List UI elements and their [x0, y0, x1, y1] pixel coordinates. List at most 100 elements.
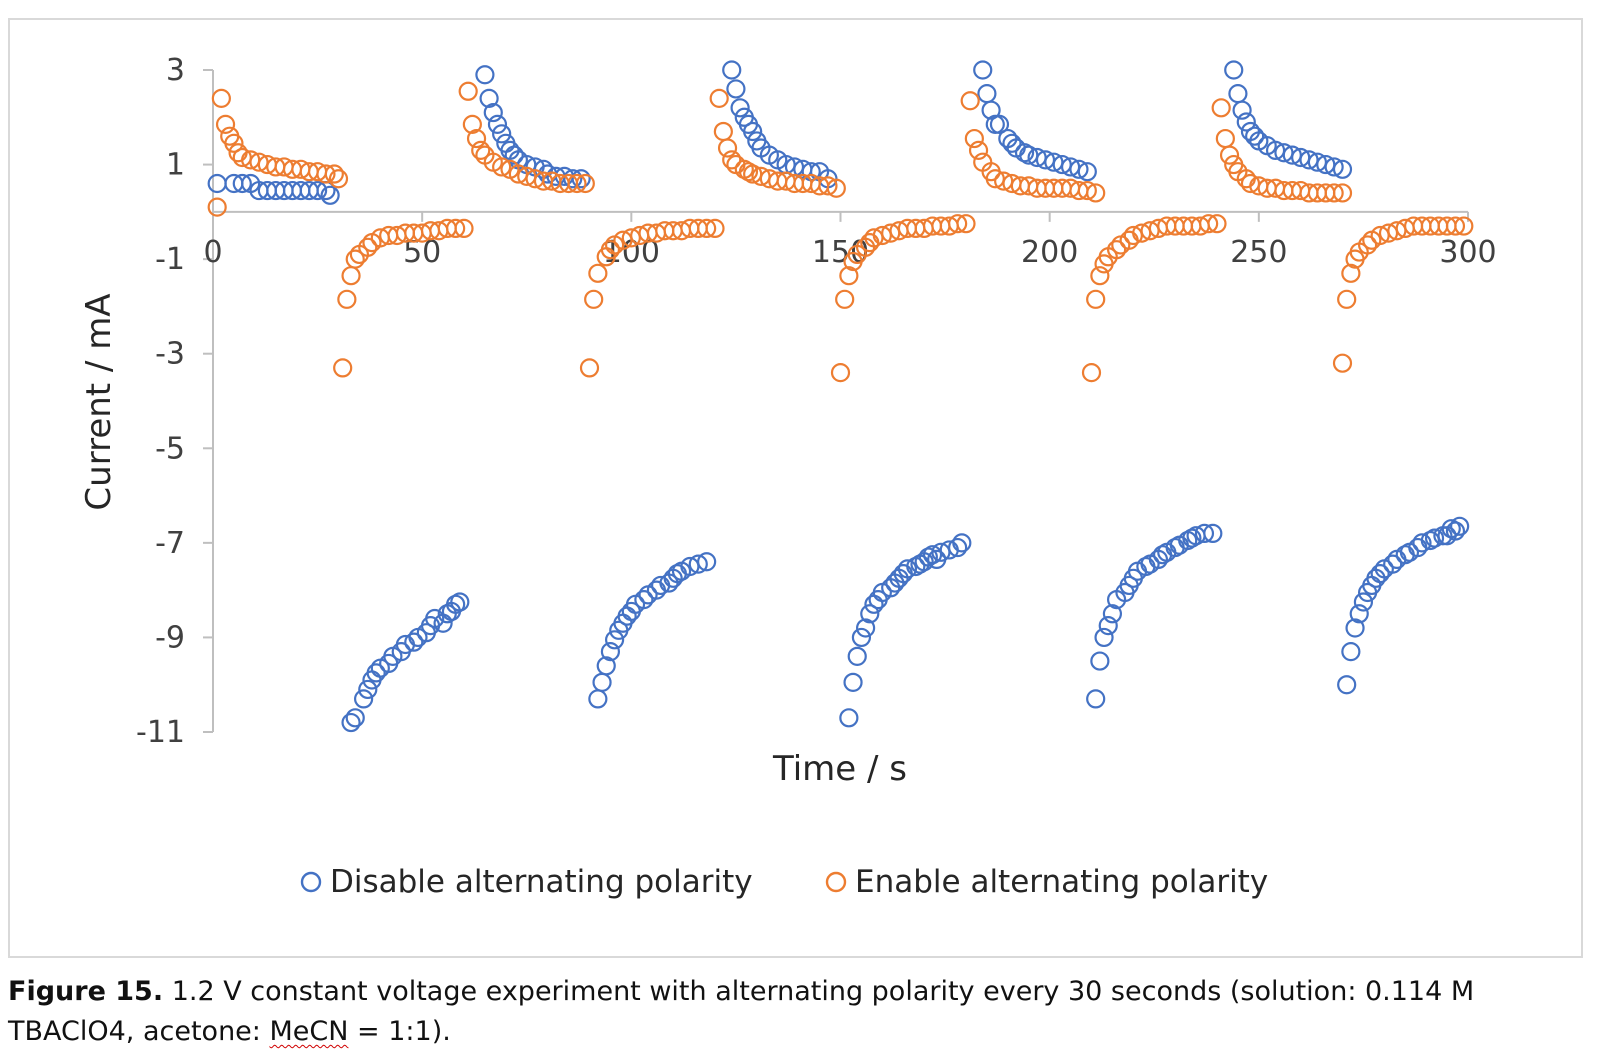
data-point: [345, 249, 365, 269]
data-point: [462, 114, 482, 134]
figure-label: Figure 15.: [8, 976, 164, 1007]
data-point: [584, 289, 604, 309]
data-point: [717, 138, 738, 158]
data-point: [851, 627, 872, 648]
data-point: [337, 289, 357, 309]
data-point: [1341, 263, 1361, 283]
data-point: [1445, 521, 1466, 541]
data-point: [981, 100, 1001, 120]
data-point: [466, 128, 487, 149]
data-point: [709, 88, 729, 108]
data-point: [1194, 523, 1215, 544]
data-point: [341, 712, 361, 733]
data-point: [1102, 604, 1123, 624]
data-point: [600, 642, 621, 662]
data-point: [843, 672, 863, 692]
data-point: [818, 176, 838, 196]
data-point: [1337, 289, 1357, 309]
data-point: [722, 150, 742, 170]
data-point: [730, 98, 750, 118]
y-tick-label: -5: [155, 431, 185, 466]
data-point: [1086, 289, 1106, 309]
data-point: [835, 289, 855, 309]
data-point: [1106, 240, 1127, 260]
caption-text-end: = 1:1).: [348, 1016, 451, 1047]
data-point: [989, 114, 1010, 134]
data-point: [211, 88, 231, 108]
data-point: [1357, 235, 1378, 255]
data-point: [1245, 126, 1265, 146]
data-point: [345, 708, 365, 728]
data-point: [697, 552, 717, 572]
data-point: [1349, 604, 1369, 624]
caption-text: 1.2 V constant voltage experiment with a…: [8, 976, 1475, 1047]
y-tick-label: -3: [155, 337, 185, 372]
data-point: [224, 133, 244, 153]
data-point: [492, 157, 512, 177]
data-point: [1002, 133, 1022, 153]
axes: 31-1-3-5-7-9-110 50 100 150 200 250 300: [136, 53, 1497, 750]
data-point: [1345, 618, 1365, 638]
data-point: [968, 140, 989, 160]
data-point: [964, 128, 984, 149]
data-point: [1236, 112, 1256, 132]
data-point: [354, 689, 374, 709]
data-point: [487, 114, 508, 134]
data-point: [320, 185, 340, 205]
data-point: [830, 363, 851, 383]
data-point: [952, 533, 972, 553]
y-tick-label: 3: [166, 53, 185, 88]
data-point: [1332, 159, 1353, 179]
x-axis-title: Time / s: [772, 749, 907, 789]
data-point: [504, 145, 524, 165]
data-point: [1412, 533, 1432, 553]
data-point: [450, 592, 470, 612]
data-point: [579, 358, 600, 378]
legend: Disable alternating polarity Enable alte…: [300, 864, 1268, 900]
data-point: [726, 79, 746, 99]
data-point: [1077, 180, 1097, 201]
data-point: [588, 689, 608, 709]
data-point: [1424, 528, 1445, 548]
data-point: [604, 630, 625, 650]
data-point: [1353, 592, 1374, 612]
data-point: [973, 60, 993, 80]
scatter-chart: 31-1-3-5-7-9-110 50 100 150 200 250 300 Curren…: [79, 53, 1497, 900]
data-point: [1454, 216, 1474, 236]
data-point: [1337, 675, 1357, 695]
data-point: [1094, 627, 1114, 648]
data-point: [722, 60, 742, 80]
data-point: [713, 121, 733, 142]
data-point: [847, 646, 867, 666]
data-point: [1383, 554, 1403, 574]
data-point: [634, 589, 654, 610]
data-point: [1370, 563, 1390, 584]
data-point: [1332, 183, 1353, 203]
data-point: [563, 169, 583, 189]
data-point: [1203, 523, 1223, 544]
data-points: [207, 60, 1474, 733]
data-point: [492, 124, 512, 144]
data-point: [1324, 157, 1344, 177]
data-point: [1341, 642, 1361, 662]
x-tick-label: 0: [203, 235, 222, 270]
data-point: [1077, 162, 1097, 182]
y-axis-title: Current / mA: [79, 293, 119, 510]
data-point: [483, 102, 503, 123]
figure-caption: Figure 15. 1.2 V constant voltage experi…: [8, 972, 1593, 1052]
data-point: [864, 594, 884, 614]
x-tick-label: 300: [1439, 235, 1496, 270]
data-point: [826, 178, 846, 198]
series-0: [207, 60, 1470, 733]
data-point: [316, 164, 336, 184]
data-point: [454, 218, 474, 239]
data-point: [1211, 98, 1231, 118]
data-point: [333, 358, 353, 378]
data-point: [1199, 214, 1219, 234]
data-point: [358, 237, 378, 257]
data-point: [475, 65, 495, 85]
data-point: [1069, 159, 1089, 179]
data-point: [358, 679, 378, 700]
data-point: [839, 266, 859, 286]
data-point: [956, 214, 976, 234]
